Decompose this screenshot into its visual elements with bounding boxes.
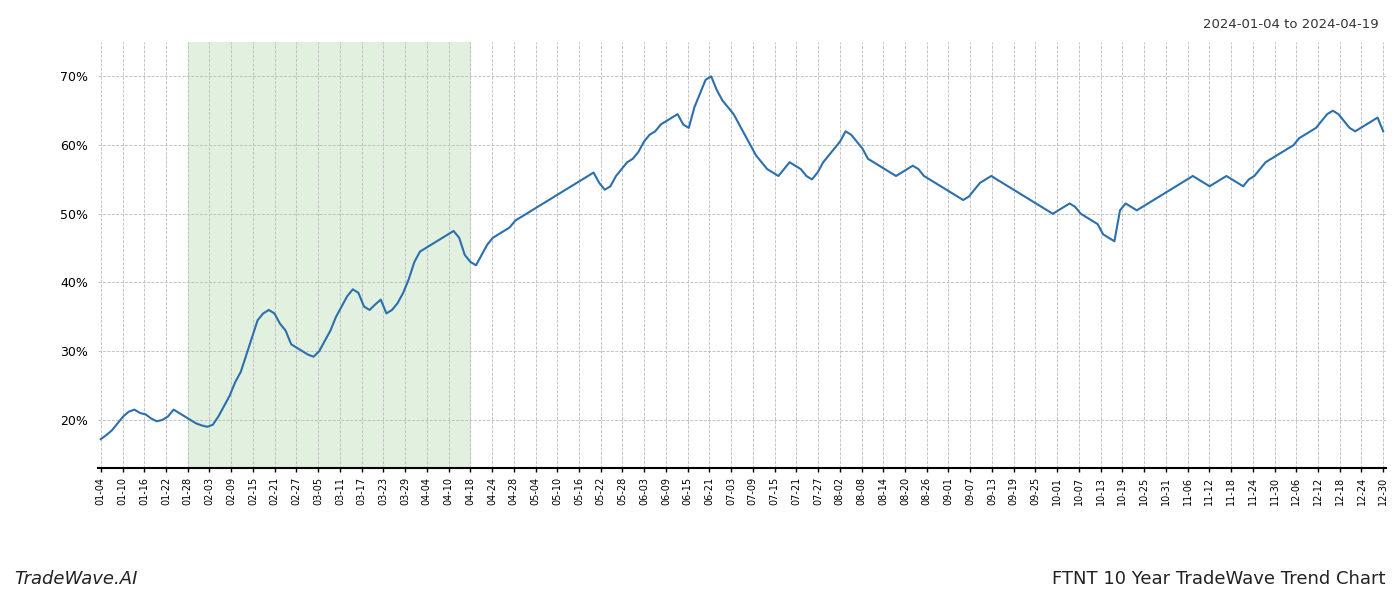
Text: 2024-01-04 to 2024-04-19: 2024-01-04 to 2024-04-19 xyxy=(1204,18,1379,31)
Text: FTNT 10 Year TradeWave Trend Chart: FTNT 10 Year TradeWave Trend Chart xyxy=(1053,570,1386,588)
Text: TradeWave.AI: TradeWave.AI xyxy=(14,570,137,588)
Bar xyxy=(188,42,470,468)
